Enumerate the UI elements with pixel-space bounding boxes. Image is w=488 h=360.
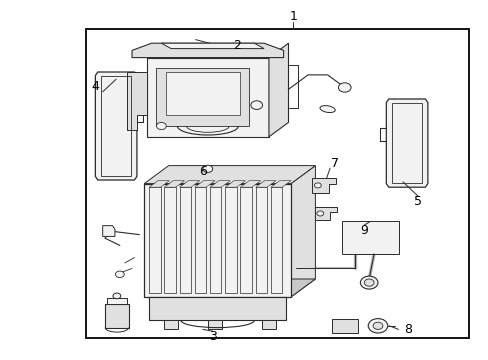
Circle shape bbox=[250, 101, 262, 109]
Circle shape bbox=[115, 271, 124, 278]
Bar bbox=[240, 187, 251, 293]
Polygon shape bbox=[209, 181, 230, 187]
Circle shape bbox=[316, 211, 323, 216]
Polygon shape bbox=[149, 181, 169, 187]
Bar bbox=[166, 72, 239, 115]
Ellipse shape bbox=[319, 105, 335, 113]
Polygon shape bbox=[315, 207, 337, 220]
Text: 9: 9 bbox=[360, 224, 367, 237]
Polygon shape bbox=[386, 99, 427, 187]
Bar bbox=[255, 187, 266, 293]
Bar bbox=[270, 187, 282, 293]
Bar bbox=[209, 187, 221, 293]
Bar bbox=[342, 221, 398, 254]
Circle shape bbox=[203, 165, 212, 172]
Polygon shape bbox=[144, 279, 315, 297]
Bar bbox=[261, 320, 276, 329]
Bar bbox=[163, 320, 178, 329]
Text: 8: 8 bbox=[404, 323, 411, 336]
Polygon shape bbox=[194, 181, 215, 187]
Bar bbox=[164, 187, 175, 293]
Text: 2: 2 bbox=[233, 39, 241, 51]
Bar bbox=[149, 297, 285, 320]
Bar bbox=[225, 187, 236, 293]
Bar bbox=[149, 187, 160, 293]
Text: 5: 5 bbox=[413, 195, 421, 208]
Polygon shape bbox=[132, 43, 283, 58]
Bar bbox=[331, 319, 358, 333]
Bar bbox=[144, 184, 290, 297]
Polygon shape bbox=[255, 181, 275, 187]
Polygon shape bbox=[225, 181, 245, 187]
Circle shape bbox=[367, 319, 387, 333]
Polygon shape bbox=[270, 181, 290, 187]
Circle shape bbox=[156, 122, 166, 130]
Text: 7: 7 bbox=[330, 157, 338, 170]
Text: 1: 1 bbox=[289, 10, 297, 23]
Polygon shape bbox=[179, 181, 200, 187]
Polygon shape bbox=[161, 43, 264, 49]
Polygon shape bbox=[311, 178, 336, 193]
Bar bbox=[85, 29, 468, 338]
Circle shape bbox=[372, 322, 382, 329]
Bar bbox=[207, 320, 222, 329]
Bar bbox=[156, 68, 249, 126]
Polygon shape bbox=[144, 166, 315, 184]
Circle shape bbox=[113, 293, 121, 299]
Circle shape bbox=[338, 83, 350, 92]
Text: 3: 3 bbox=[208, 330, 216, 343]
Circle shape bbox=[314, 183, 321, 188]
Text: 6: 6 bbox=[199, 165, 206, 177]
Polygon shape bbox=[95, 72, 137, 180]
Bar bbox=[194, 187, 206, 293]
Polygon shape bbox=[268, 43, 288, 137]
Bar bbox=[107, 298, 126, 304]
Polygon shape bbox=[240, 181, 260, 187]
Polygon shape bbox=[102, 226, 115, 237]
Text: 4: 4 bbox=[91, 80, 99, 93]
Bar bbox=[179, 187, 191, 293]
Circle shape bbox=[364, 279, 373, 286]
Bar bbox=[146, 58, 268, 137]
Circle shape bbox=[360, 276, 377, 289]
Polygon shape bbox=[290, 166, 315, 297]
Polygon shape bbox=[164, 181, 184, 187]
Bar bbox=[105, 304, 128, 328]
Polygon shape bbox=[127, 72, 146, 130]
